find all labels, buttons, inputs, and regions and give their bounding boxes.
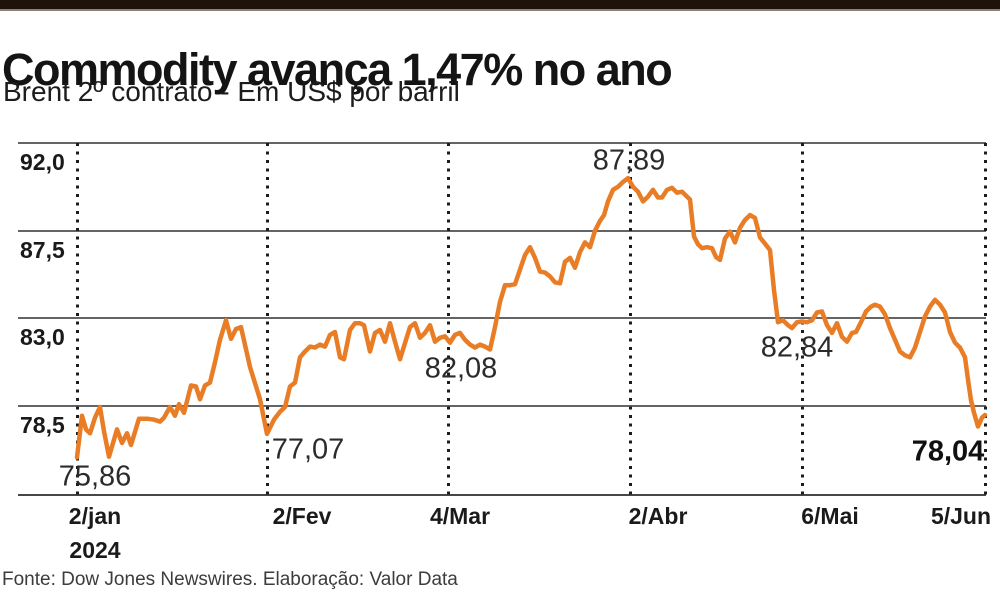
chart-title: Commodity avança 1,47% no ano	[2, 44, 673, 96]
data-annotation: 78,04	[911, 435, 985, 468]
x-tick-label: 2/Fev	[272, 503, 332, 529]
x-tick-label: 5/Jun	[930, 503, 992, 529]
h-gridline	[18, 405, 986, 407]
y-tick-label: 87,5	[20, 237, 65, 263]
chart-subtitle: Brent 2º contrato - Em US$ por barril	[3, 76, 460, 107]
y-tick-label: 92,0	[20, 149, 65, 175]
data-annotation: 75,86	[58, 460, 132, 493]
v-dotted-gridline	[447, 143, 450, 499]
data-annotation: 82,84	[760, 331, 834, 364]
data-annotation: 87,89	[592, 144, 666, 177]
data-annotation: 77,07	[271, 433, 345, 466]
h-gridline	[18, 142, 986, 144]
v-dotted-gridline	[266, 143, 269, 499]
x-axis-line	[18, 494, 986, 496]
price-line	[74, 175, 988, 460]
x-tick-label: 6/Mai	[801, 503, 859, 529]
x-tick-label: 2/Abr	[628, 503, 688, 529]
top-accent-bar	[0, 0, 1000, 11]
data-annotation: 82,08	[424, 352, 498, 385]
year-label: 2024	[69, 537, 121, 563]
v-dotted-gridline	[76, 143, 79, 499]
v-dotted-gridline	[629, 143, 632, 499]
y-tick-label: 83,0	[20, 324, 65, 350]
source-note: Fonte: Dow Jones Newswires. Elaboração: …	[2, 569, 458, 590]
v-dotted-gridline	[984, 143, 987, 499]
h-gridline	[18, 317, 986, 319]
x-tick-label: 4/Mar	[429, 503, 491, 529]
y-tick-label: 78,5	[20, 412, 65, 438]
x-tick-label: 2/jan	[68, 503, 122, 529]
h-gridline	[18, 230, 986, 232]
